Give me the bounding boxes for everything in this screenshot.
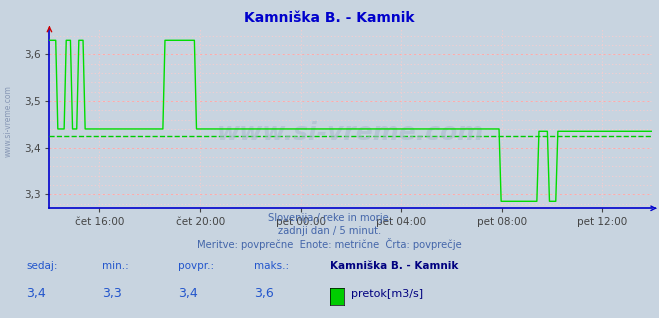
Text: sedaj:: sedaj:: [26, 261, 58, 271]
Text: www.si-vreme.com: www.si-vreme.com: [3, 85, 13, 157]
Text: 3,4: 3,4: [178, 287, 198, 300]
Text: zadnji dan / 5 minut.: zadnji dan / 5 minut.: [278, 226, 381, 236]
Text: 3,6: 3,6: [254, 287, 273, 300]
Text: www.si-vreme.com: www.si-vreme.com: [217, 121, 484, 145]
Text: Meritve: povprečne  Enote: metrične  Črta: povprečje: Meritve: povprečne Enote: metrične Črta:…: [197, 238, 462, 251]
Text: 3,3: 3,3: [102, 287, 122, 300]
Text: povpr.:: povpr.:: [178, 261, 214, 271]
Text: Kamniška B. - Kamnik: Kamniška B. - Kamnik: [330, 261, 458, 271]
Text: min.:: min.:: [102, 261, 129, 271]
Text: maks.:: maks.:: [254, 261, 289, 271]
Text: pretok[m3/s]: pretok[m3/s]: [351, 289, 422, 299]
Text: Slovenija / reke in morje.: Slovenija / reke in morje.: [268, 213, 391, 223]
Text: Kamniška B. - Kamnik: Kamniška B. - Kamnik: [244, 11, 415, 25]
Text: 3,4: 3,4: [26, 287, 46, 300]
